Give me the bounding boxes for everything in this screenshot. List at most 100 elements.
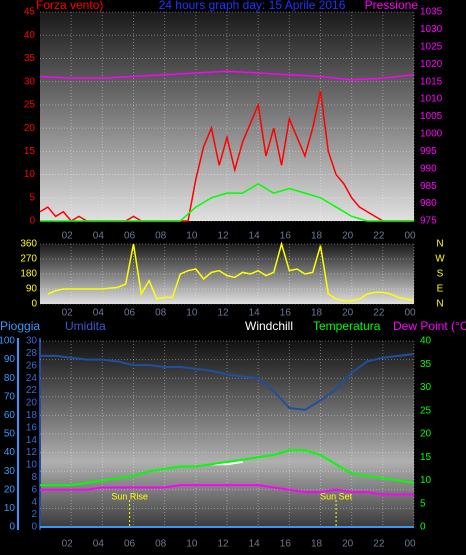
y-tick-label: 16 — [26, 422, 38, 433]
y-tick-label: 10 — [420, 475, 432, 486]
compass-label: S — [437, 269, 444, 280]
y-tick-label: 0 — [9, 522, 15, 533]
y-tick-label: 0 — [29, 216, 35, 227]
y-tick-label: 20 — [420, 429, 432, 440]
y-tick-label: 22 — [26, 385, 38, 396]
legend-label: Temperatura — [313, 319, 381, 333]
x-tick-label: 18 — [311, 231, 323, 242]
legend-label: Pioggia — [0, 319, 40, 333]
y-tick-label: 1025 — [420, 41, 443, 52]
sun-label: Sun Set — [320, 491, 353, 501]
chart-title: 24 hours graph day: 15 Aprile 2016 — [159, 0, 346, 12]
y-tick-label: 26 — [26, 360, 38, 371]
compass-label: N — [436, 239, 443, 250]
sun-label: Sun Rise — [111, 491, 148, 501]
x-tick-label: 02 — [62, 539, 74, 550]
x-tick-label: 16 — [280, 539, 292, 550]
y-tick-label: 40 — [24, 30, 36, 41]
y-tick-label: 10 — [24, 169, 36, 180]
y-tick-label: 20 — [26, 398, 38, 409]
y-tick-label: 60 — [4, 410, 16, 421]
series-line — [39, 70, 415, 81]
y-tick-label: 995 — [420, 146, 437, 157]
y-tick-label: 10 — [26, 460, 38, 471]
y-tick-label: 1005 — [420, 111, 443, 122]
y-tick-label: 1000 — [420, 129, 443, 140]
y-tick-label: 0 — [31, 522, 37, 533]
x-tick-label: 22 — [373, 231, 385, 242]
y-tick-label: 70 — [4, 391, 16, 402]
x-tick-label: 10 — [186, 308, 198, 319]
series-line — [47, 241, 415, 302]
y-tick-label: 5 — [420, 498, 426, 509]
x-tick-label: 08 — [155, 308, 167, 319]
y-tick-label: 50 — [4, 429, 16, 440]
x-tick-label: 14 — [249, 539, 261, 550]
y-tick-label: 1035 — [420, 7, 443, 18]
x-tick-label: 14 — [249, 231, 261, 242]
x-tick-label: 12 — [217, 308, 229, 319]
y-tick-label: 1015 — [420, 76, 443, 87]
x-tick-label: 02 — [62, 231, 74, 242]
y-tick-label: 30 — [26, 336, 38, 347]
x-tick-label: 22 — [373, 539, 385, 550]
compass-label: N — [436, 299, 443, 310]
y-tick-label: 40 — [420, 336, 432, 347]
x-tick-label: 20 — [342, 231, 354, 242]
y-tick-label: 90 — [26, 284, 38, 295]
x-tick-label: 14 — [249, 308, 261, 319]
x-tick-label: 04 — [93, 539, 105, 550]
y-tick-label: 24 — [26, 373, 38, 384]
legend-label: Umidita — [65, 319, 106, 333]
x-tick-label: 12 — [217, 539, 229, 550]
y-tick-label: 20 — [24, 123, 36, 134]
x-tick-label: 10 — [186, 231, 198, 242]
x-tick-label: 08 — [155, 539, 167, 550]
y-tick-label: 30 — [24, 76, 36, 87]
y-tick-label: 1030 — [420, 24, 443, 35]
y-tick-label: 20 — [4, 484, 16, 495]
series-line — [40, 353, 415, 411]
y-tick-label: 100 — [0, 336, 15, 347]
y-tick-label: 30 — [4, 466, 16, 477]
y-tick-label: 0 — [31, 299, 37, 310]
y-tick-label: 45 — [24, 7, 36, 18]
y-tick-label: 180 — [20, 269, 37, 280]
y-tick-label: 90 — [4, 354, 16, 365]
y-tick-label: 0 — [420, 522, 426, 533]
compass-label: W — [435, 254, 445, 265]
y-tick-label: 40 — [4, 447, 16, 458]
plot-bg — [40, 12, 414, 221]
x-tick-label: 08 — [155, 231, 167, 242]
series-line — [40, 449, 415, 487]
x-tick-label: 00 — [404, 539, 416, 550]
x-tick-label: 10 — [186, 539, 198, 550]
y-tick-label: 25 — [420, 405, 432, 416]
y-tick-label: 1020 — [420, 59, 443, 70]
y-axis-label: Forza vento) — [36, 0, 103, 12]
y-tick-label: 25 — [24, 100, 36, 111]
x-tick-label: 20 — [342, 539, 354, 550]
y-tick-label: 35 — [420, 359, 432, 370]
x-tick-label: 06 — [124, 231, 136, 242]
x-tick-label: 04 — [93, 308, 105, 319]
x-tick-label: 18 — [311, 539, 323, 550]
series-line — [40, 484, 414, 496]
y2-axis-label: Pressione — [365, 0, 419, 12]
x-tick-label: 20 — [342, 308, 354, 319]
y-tick-label: 1010 — [420, 94, 443, 105]
x-tick-label: 00 — [404, 231, 416, 242]
y-tick-label: 5 — [29, 192, 35, 203]
y-tick-label: 2 — [31, 509, 37, 520]
y-tick-label: 18 — [26, 410, 38, 421]
x-tick-label: 00 — [404, 308, 416, 319]
x-tick-label: 16 — [280, 231, 292, 242]
y-tick-label: 28 — [26, 348, 38, 359]
y-tick-label: 15 — [420, 452, 432, 463]
x-tick-label: 16 — [280, 308, 292, 319]
x-tick-label: 12 — [217, 231, 229, 242]
compass-label: E — [437, 284, 444, 295]
x-tick-label: 06 — [124, 539, 136, 550]
y-tick-label: 30 — [420, 382, 432, 393]
